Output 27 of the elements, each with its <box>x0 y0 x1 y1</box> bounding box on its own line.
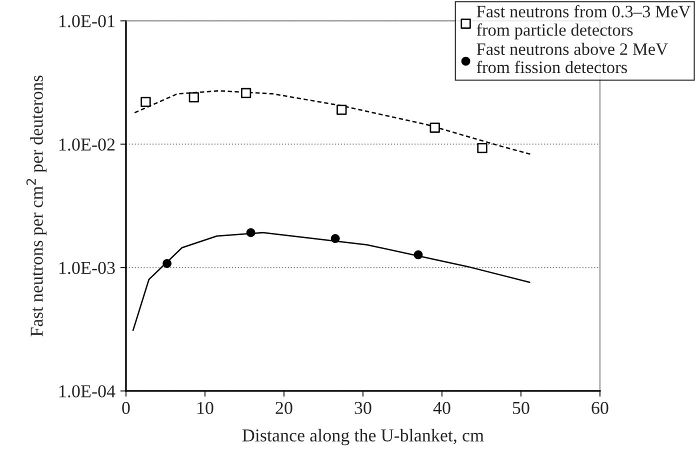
legend-label: Fast neutrons above 2 MeV from fission detectors <box>476 42 668 74</box>
y-tick-label: 1.0E-04 <box>59 385 116 398</box>
point <box>140 96 151 108</box>
point <box>188 92 199 102</box>
x-tick-label: 30 <box>354 402 372 414</box>
x-tick-label: 40 <box>433 402 450 414</box>
y-tick-label: 1.0E-02 <box>59 138 115 151</box>
line-series <box>132 232 530 332</box>
point <box>240 88 252 98</box>
x-tick-label: 10 <box>198 402 214 414</box>
x-tick-label: 0 <box>122 402 130 414</box>
x-tick-label: 20 <box>276 402 292 414</box>
y-axis-title: Fast neutrons per cm$^{2}$ per deuterons <box>26 76 47 336</box>
point <box>477 143 488 154</box>
legend-label: Fast neutrons from 0.3–3 MeV from particle detectors <box>476 5 691 40</box>
point <box>330 234 340 244</box>
point <box>414 250 423 260</box>
y-tick-label: 1.0E-03 <box>59 262 115 274</box>
point <box>246 228 256 238</box>
x-tick-label: 50 <box>512 402 530 414</box>
line-series <box>134 90 534 156</box>
x-tick-label: 60 <box>592 402 608 414</box>
point <box>162 258 172 268</box>
point <box>430 122 440 133</box>
y-tick-label: 1.0E-01 <box>59 15 114 28</box>
x-axis-title: Distance along the U-blanket, cm <box>242 428 484 446</box>
point <box>336 104 347 115</box>
